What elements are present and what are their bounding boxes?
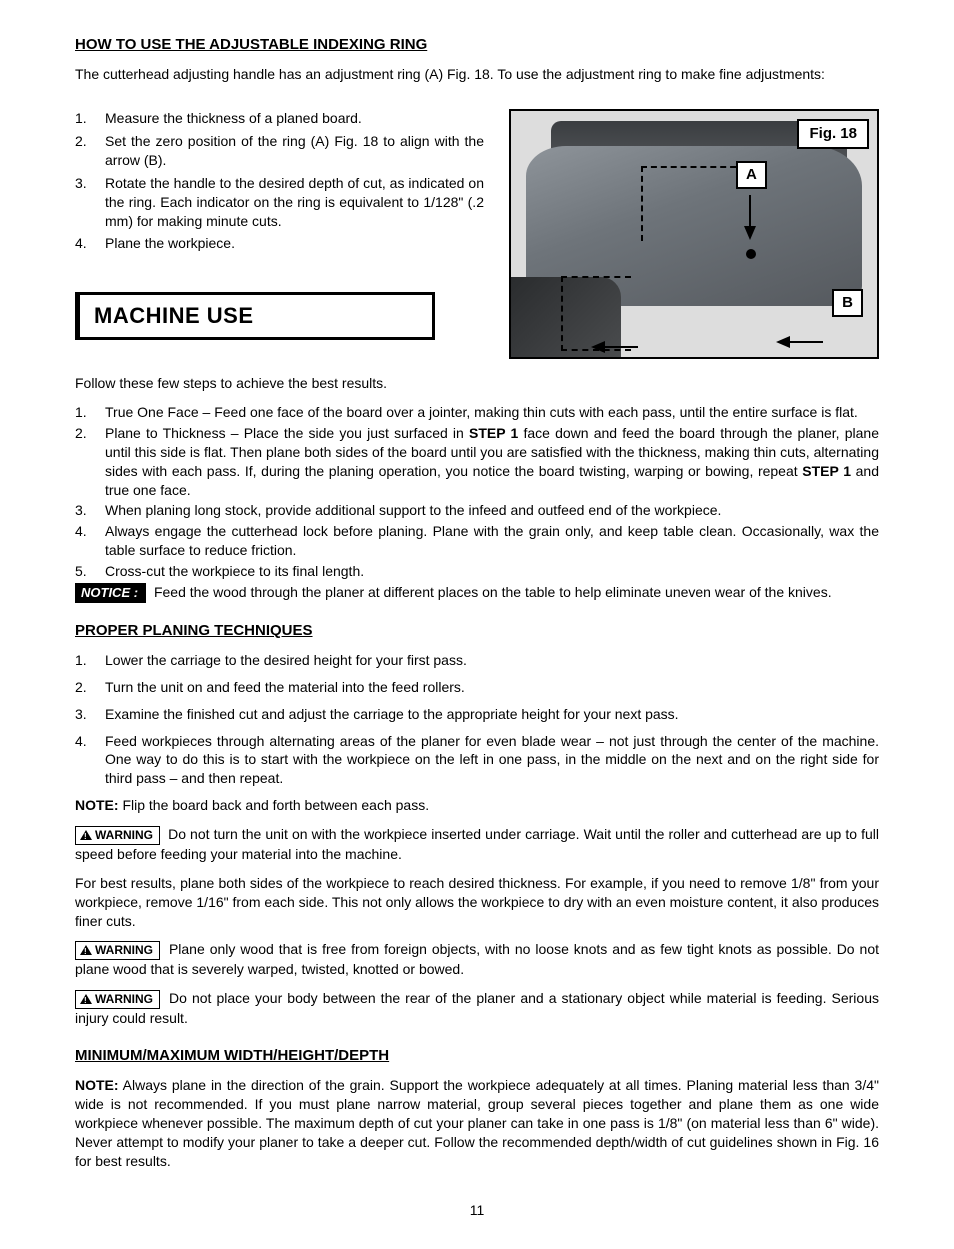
list-item: Plane the workpiece. [105,234,484,253]
best-results-para: For best results, plane both sides of th… [75,874,879,931]
warning-text: Do not place your body between the rear … [75,990,879,1026]
left-column: Measure the thickness of a planed board.… [75,109,484,359]
planing-steps: Lower the carriage to the desired height… [75,651,879,788]
warning-2: WARNING Plane only wood that is free fro… [75,940,879,979]
arrow-a-icon [744,226,756,240]
figure-label-a: A [736,161,767,189]
list-item: Measure the thickness of a planed board. [105,109,484,128]
page-number: 11 [75,1201,879,1220]
bold-text: STEP 1 [469,425,518,441]
section-title-minmax: MINIMUM/MAXIMUM WIDTH/HEIGHT/DEPTH [75,1046,879,1066]
figure-label-b: B [832,289,863,317]
warning-1: WARNING Do not turn the unit on with the… [75,825,879,864]
list-item: Feed workpieces through alternating area… [105,732,879,789]
figure-18: Fig. 18 A B [509,109,879,359]
section-title-indexing-ring: HOW TO USE THE ADJUSTABLE INDEXING RING [75,35,879,55]
figure-caption: Fig. 18 [797,119,869,149]
list-item: Always engage the cutterhead lock before… [105,522,879,560]
notice-text: Feed the wood through the planer at diff… [150,584,832,600]
warning-text: Plane only wood that is free from foreig… [75,941,879,977]
machine-use-intro: Follow these few steps to achieve the be… [75,374,879,393]
list-item: Plane to Thickness – Place the side you … [105,424,879,500]
minmax-note: NOTE: Always plane in the direction of t… [75,1076,879,1170]
section-title-planing: PROPER PLANING TECHNIQUES [75,621,879,641]
arrow-b-icon [776,336,790,348]
list-item: When planing long stock, provide additio… [105,501,879,520]
warning-tag-icon: WARNING [75,941,160,960]
note-flip: NOTE: Flip the board back and forth betw… [75,796,879,815]
list-item: Turn the unit on and feed the material i… [105,678,879,697]
list-item: Examine the finished cut and adjust the … [105,705,879,724]
intro-text: The cutterhead adjusting handle has an a… [75,65,879,84]
list-item: Cross-cut the workpiece to its final len… [105,562,879,581]
note-label: NOTE: [75,1077,119,1093]
list-item: True One Face – Feed one face of the boa… [105,403,879,422]
warning-text: Do not turn the unit on with the workpie… [75,826,879,862]
indexing-steps-list: Measure the thickness of a planed board.… [75,109,484,253]
two-column-layout: Measure the thickness of a planed board.… [75,109,879,359]
machine-use-heading: MACHINE USE [75,292,435,340]
notice-block: NOTICE : Feed the wood through the plane… [75,583,879,603]
list-item: Set the zero position of the ring (A) Fi… [105,132,484,170]
warning-label: WARNING [95,828,153,842]
right-column: Fig. 18 A B [509,109,879,359]
warning-tag-icon: WARNING [75,990,160,1009]
warning-tag-icon: WARNING [75,826,160,845]
warning-label: WARNING [95,943,153,957]
text: Plane to Thickness – Place the side you … [105,425,469,441]
list-item: Rotate the handle to the desired depth o… [105,174,484,231]
warning-3: WARNING Do not place your body between t… [75,989,879,1028]
notice-tag-icon: NOTICE : [75,583,146,603]
note-label: NOTE: [75,797,119,813]
figure-dashed-b [561,276,631,351]
note-text: Flip the board back and forth between ea… [119,797,430,813]
note-text: Always plane in the direction of the gra… [75,1077,879,1169]
arrow-icon [591,341,605,353]
warning-label: WARNING [95,992,153,1006]
machine-use-steps: True One Face – Feed one face of the boa… [75,403,879,581]
figure-dashed-a [641,166,746,241]
list-item: Lower the carriage to the desired height… [105,651,879,670]
bold-text: STEP 1 [802,463,851,479]
